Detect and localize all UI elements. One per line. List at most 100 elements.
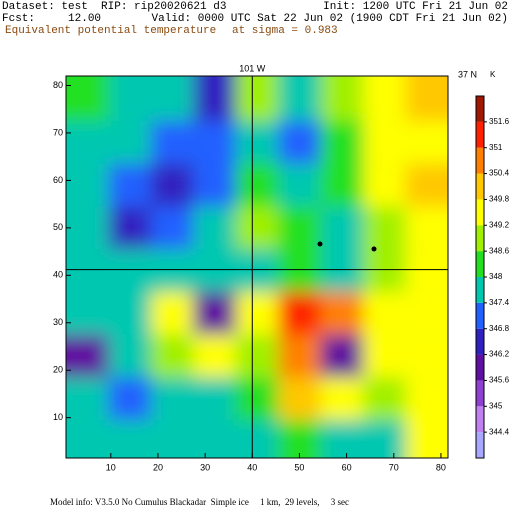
cell bbox=[150, 249, 194, 292]
colorbar-label: 350.4 bbox=[489, 169, 510, 178]
y-tick-label: 50 bbox=[53, 222, 63, 232]
colorbar-swatch bbox=[476, 302, 484, 329]
x-tick-label: 10 bbox=[106, 462, 116, 472]
cell bbox=[405, 163, 448, 207]
cell bbox=[66, 249, 109, 292]
cell bbox=[150, 420, 194, 458]
cell bbox=[405, 206, 448, 250]
header-dataset: Dataset: test RIP: rip20020621 d3 bbox=[2, 1, 226, 13]
colorbar-label: 344.4 bbox=[489, 427, 510, 436]
colorbar-label: 346.8 bbox=[489, 324, 510, 333]
cell bbox=[405, 291, 448, 335]
cell bbox=[235, 420, 279, 458]
colorbar-label: 345.6 bbox=[489, 376, 510, 385]
latitude-label: 37 N bbox=[458, 69, 477, 79]
cell bbox=[108, 377, 151, 421]
cell bbox=[193, 334, 236, 378]
cell bbox=[66, 76, 109, 122]
x-tick-label: 50 bbox=[294, 462, 304, 472]
cell bbox=[108, 121, 151, 164]
colorbar-unit: K bbox=[490, 70, 496, 79]
cell bbox=[150, 163, 194, 207]
cell bbox=[193, 420, 236, 458]
cell bbox=[193, 163, 236, 207]
cell bbox=[320, 377, 364, 421]
cell bbox=[405, 420, 448, 458]
y-tick-label: 10 bbox=[53, 412, 63, 422]
cell bbox=[235, 377, 279, 421]
colorbar-label: 346.2 bbox=[489, 350, 510, 359]
cell bbox=[108, 206, 151, 250]
cell bbox=[108, 163, 151, 207]
cell bbox=[150, 377, 194, 421]
cell bbox=[363, 291, 406, 335]
cell bbox=[66, 291, 109, 335]
cell bbox=[193, 121, 236, 164]
cell bbox=[108, 291, 151, 335]
colorbar-label: 349.2 bbox=[489, 220, 510, 229]
cell bbox=[278, 377, 321, 421]
cell bbox=[193, 291, 236, 335]
cell bbox=[363, 121, 406, 164]
x-tick-label: 80 bbox=[436, 462, 446, 472]
cell bbox=[363, 420, 406, 458]
y-tick-label: 20 bbox=[53, 365, 63, 375]
field bbox=[66, 76, 448, 458]
colorbar-swatch bbox=[476, 432, 484, 458]
cell bbox=[150, 206, 194, 250]
x-tick-label: 30 bbox=[200, 462, 210, 472]
cell bbox=[235, 163, 279, 207]
cell bbox=[150, 291, 194, 335]
cell bbox=[108, 249, 151, 292]
cell bbox=[320, 291, 364, 335]
cell bbox=[405, 334, 448, 378]
cell bbox=[193, 206, 236, 250]
cell bbox=[405, 249, 448, 292]
header-init: Init: 1200 UTC Fri 21 Jun 02 bbox=[323, 1, 508, 13]
header-valid: Valid: 0000 UTC Sat 22 Jun 02 (1900 CDT … bbox=[152, 13, 508, 25]
cell bbox=[320, 206, 364, 250]
y-tick-label: 30 bbox=[53, 317, 63, 327]
cell bbox=[66, 121, 109, 164]
y-tick-label: 40 bbox=[53, 270, 63, 280]
cell bbox=[235, 291, 279, 335]
longitude-label: 101 W bbox=[239, 63, 266, 73]
cell bbox=[150, 121, 194, 164]
cell bbox=[150, 76, 194, 122]
colorbar-swatch bbox=[476, 328, 484, 355]
cell bbox=[235, 76, 279, 122]
overlay: 10 20 30 40 50 60 70 80 10 20 30 40 50 60 70 80 101 W 37 … bbox=[53, 63, 510, 472]
colorbar-label: 345 bbox=[489, 401, 503, 410]
colorbar-label: 348 bbox=[489, 272, 503, 281]
cells bbox=[66, 76, 448, 458]
cell bbox=[108, 76, 151, 122]
cell bbox=[193, 377, 236, 421]
colorbar-swatch bbox=[476, 147, 484, 174]
colorbar-swatch bbox=[476, 354, 484, 381]
cell bbox=[320, 249, 364, 292]
x-tick-label: 20 bbox=[153, 462, 163, 472]
cell bbox=[66, 377, 109, 421]
cell bbox=[405, 377, 448, 421]
cell bbox=[363, 334, 406, 378]
cell bbox=[66, 420, 109, 458]
colorbar-swatch bbox=[476, 173, 484, 200]
cell bbox=[193, 76, 236, 122]
colorbar-swatch bbox=[476, 251, 484, 277]
city-dot bbox=[317, 241, 323, 247]
colorbar-swatch bbox=[476, 225, 484, 252]
colorbar-label: 351 bbox=[489, 143, 503, 152]
city-dot bbox=[371, 246, 377, 252]
cell bbox=[278, 291, 321, 335]
colorbar-swatch bbox=[476, 199, 484, 226]
header-fcst: Fcst: 12.00 bbox=[2, 13, 101, 25]
cell bbox=[320, 420, 364, 458]
cell bbox=[150, 334, 194, 378]
cell bbox=[108, 334, 151, 378]
x-tick-label: 70 bbox=[389, 462, 399, 472]
cell bbox=[278, 206, 321, 250]
chart-subtitle: at sigma = 0.983 bbox=[232, 25, 338, 37]
cell bbox=[278, 420, 321, 458]
y-tick-label: 60 bbox=[53, 175, 63, 185]
